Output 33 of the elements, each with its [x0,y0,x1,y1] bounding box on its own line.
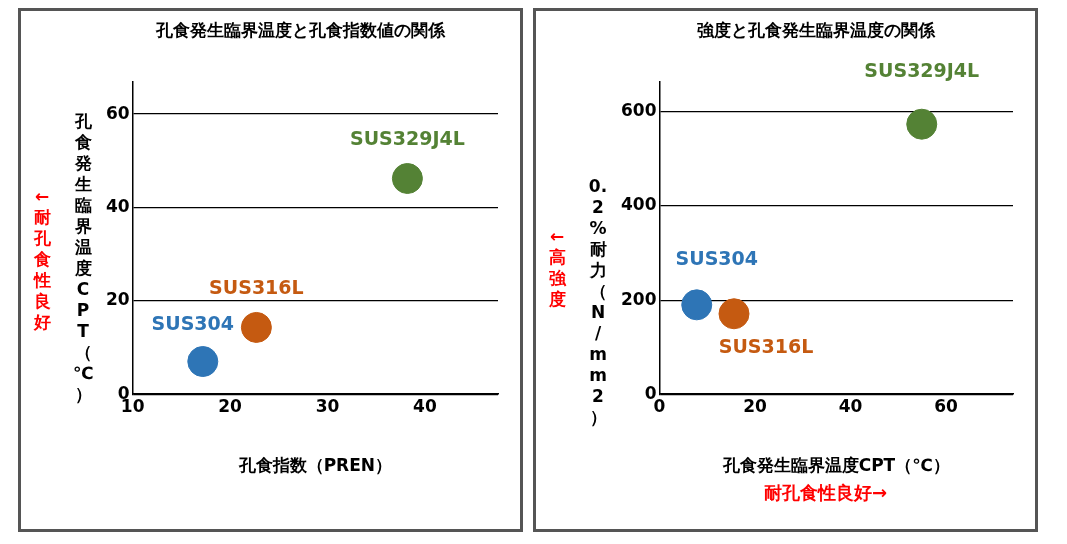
x-tick-label: 40 [838,395,863,416]
series-label: SUS304 [151,312,235,335]
x-axis-title: 孔食指数（PREN） [237,455,393,476]
y-tick-label: 400 [620,194,657,215]
series-label: SUS316L [209,276,304,299]
text: 0.2%耐力（N/mm2） [588,176,608,427]
x-tick-label: 30 [315,395,340,416]
point [681,289,713,321]
y-tick-label: 40 [105,195,130,216]
x-tick-label: 40 [413,395,437,416]
y-tick-label: 200 [620,288,657,309]
y-tick-label: 60 [105,102,130,123]
y-tick-label: 600 [620,100,657,121]
series-label: SUS329J4L [349,127,465,150]
x-tick-label: 20 [218,395,243,416]
x-axis-title: 孔食発生臨界温度CPT（℃） [721,455,950,476]
point [187,346,219,378]
x-tick-label: 60 [934,395,959,416]
point [718,298,750,330]
series-label: SUS316L [718,334,814,357]
x-tick-label: 20 [743,395,768,416]
point [240,311,272,343]
point [391,163,423,195]
text: 耐孔食性良好→ [762,481,889,505]
text: ←耐孔食性良好 [32,186,52,334]
text: 孔食発生臨界温度CPT（℃） [73,111,94,404]
chart-title: 孔食発生臨界温度と孔食指数値の関係 [155,19,446,40]
text: ←高強度 [547,226,567,311]
point [906,108,938,140]
chart-title: 強度と孔食発生臨界温度の関係 [696,19,936,40]
text: SUS329J4L [864,59,980,82]
y-tick-label: 20 [105,289,130,310]
series-label: SUS304 [675,246,758,269]
